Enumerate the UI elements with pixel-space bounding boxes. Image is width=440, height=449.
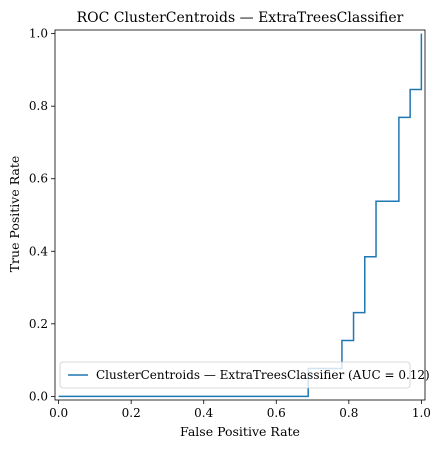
x-tick-label: 0.8 <box>339 406 358 420</box>
legend-box <box>59 361 411 389</box>
y-tick-label: 1.0 <box>29 27 48 41</box>
y-tick-label: 0.6 <box>29 172 48 186</box>
roc-curve-line <box>58 33 423 398</box>
plot-frame <box>54 29 426 401</box>
x-tick-label: 1.0 <box>412 406 431 420</box>
y-tick-label: 0.4 <box>29 244 48 258</box>
plot-area: 0.0 0.2 0.4 0.6 0.8 1.0 0.0 0.2 0.4 0.6 0.8 1.0 <box>29 27 431 420</box>
y-axis-label: True Positive Rate <box>7 156 22 273</box>
y-tick-label: 0.8 <box>29 99 48 113</box>
legend-label: ClusterCentroids — ExtraTreesClassifier … <box>96 368 430 382</box>
x-tick-label: 0.2 <box>122 406 141 420</box>
x-axis-label: False Positive Rate <box>180 424 300 439</box>
legend: ClusterCentroids — ExtraTreesClassifier … <box>59 361 430 389</box>
y-tick-label: 0.2 <box>29 317 48 331</box>
x-tick-label: 0.4 <box>194 406 213 420</box>
y-tick-label: 0.0 <box>29 389 48 403</box>
x-tick-label: 0.6 <box>267 406 286 420</box>
chart-title: ROC ClusterCentroids — ExtraTreesClassif… <box>77 10 404 26</box>
x-tick-label: 0.0 <box>49 406 68 420</box>
